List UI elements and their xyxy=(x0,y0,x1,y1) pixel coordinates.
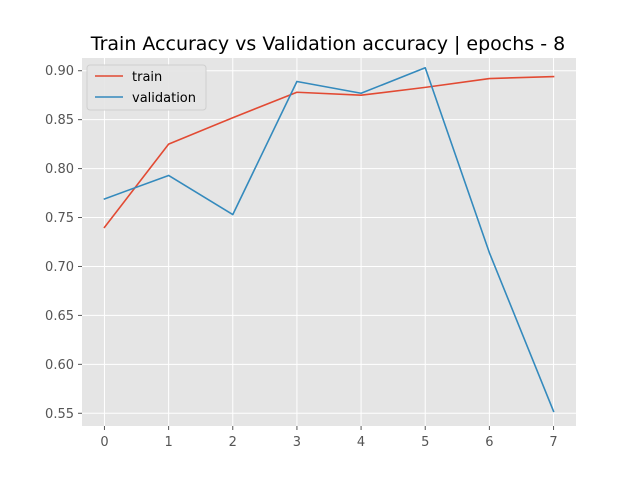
y-tick-label: 0.90 xyxy=(45,64,74,79)
x-tick-label: 7 xyxy=(549,435,557,450)
y-tick-label: 0.75 xyxy=(45,211,74,226)
series-line-validation xyxy=(103,66,555,413)
x-tick-label: 5 xyxy=(421,435,429,450)
y-tick-label: 0.55 xyxy=(45,407,74,422)
x-tick-label: 3 xyxy=(293,435,301,450)
x-axis-ticks: 0 1 2 3 4 5 6 7 xyxy=(100,426,558,450)
plot-area xyxy=(82,58,576,426)
legend-label-validation: validation xyxy=(132,91,196,106)
legend: train validation xyxy=(86,64,207,111)
x-tick-label: 4 xyxy=(357,435,365,450)
legend-label-train: train xyxy=(132,70,162,85)
y-tick-label: 0.60 xyxy=(45,358,74,373)
y-tick-label: 0.80 xyxy=(45,162,74,177)
y-tick-label: 0.65 xyxy=(45,309,74,324)
x-tick-label: 1 xyxy=(164,435,172,450)
x-tick-label: 6 xyxy=(485,435,493,450)
series-lines xyxy=(103,66,555,413)
grid-lines xyxy=(82,58,576,426)
y-axis-ticks: 0.55 0.60 0.65 0.70 0.75 0.80 0.85 0.90 xyxy=(45,64,82,422)
y-tick-label: 0.70 xyxy=(45,260,74,275)
x-tick-label: 2 xyxy=(229,435,237,450)
y-tick-label: 0.85 xyxy=(45,113,74,128)
chart-title: Train Accuracy vs Validation accuracy | … xyxy=(90,33,565,55)
series-line-train xyxy=(103,75,555,229)
x-tick-label: 0 xyxy=(100,435,108,450)
